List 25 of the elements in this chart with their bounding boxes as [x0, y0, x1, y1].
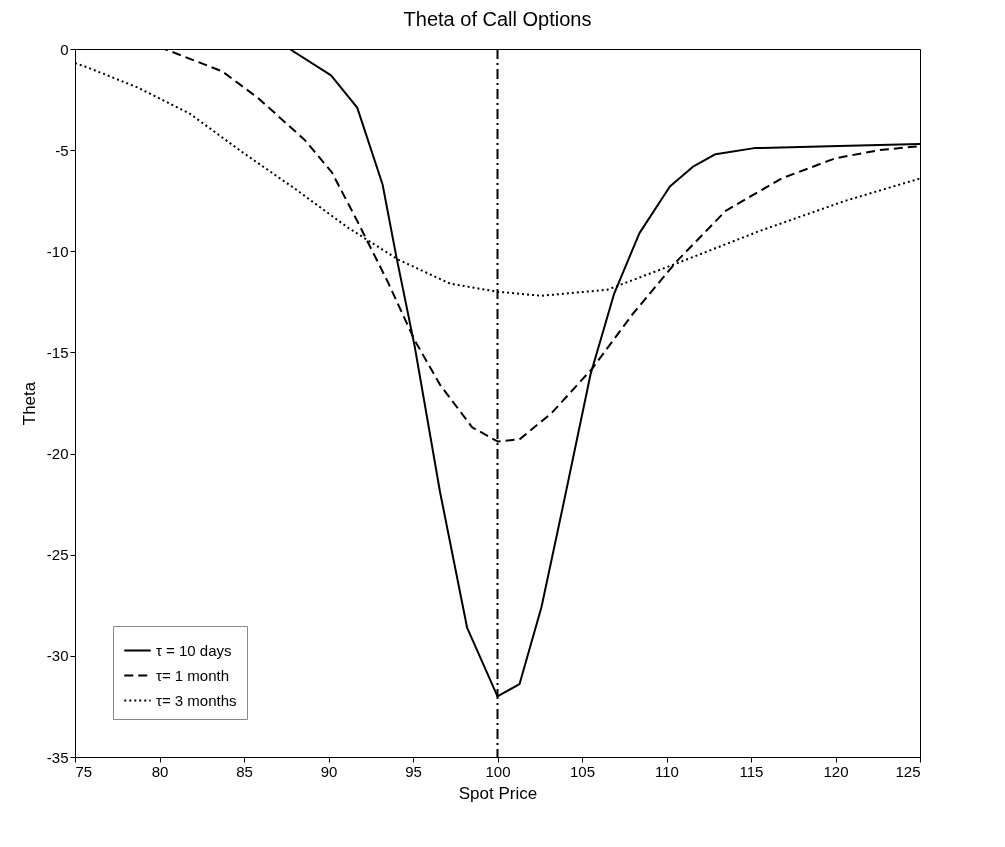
x-tick-label: 100	[485, 762, 511, 780]
x-axis-title: Spot Price	[458, 783, 538, 803]
chart-title: Theta of Call Options	[403, 8, 592, 30]
y-tick-label: -25	[46, 546, 69, 564]
y-tick-label: -5	[55, 141, 69, 159]
y-tick-label: -30	[46, 647, 69, 665]
legend-label: τ= 3 months	[156, 691, 237, 709]
x-tick-label: 80	[151, 762, 169, 780]
y-tick-label: -20	[46, 445, 69, 463]
x-tick-label: 125	[895, 762, 921, 780]
legend-label: τ= 1 month	[156, 666, 230, 684]
x-tick-label: 105	[569, 762, 596, 780]
x-tick-label: 120	[823, 762, 849, 780]
y-axis-title: Theta	[19, 381, 39, 426]
x-tick-label: 110	[655, 762, 679, 780]
x-tick-label: 95	[405, 762, 422, 780]
x-tick-label: 90	[320, 762, 338, 780]
y-tick-label: -15	[46, 343, 69, 361]
y-tick-label: -10	[46, 242, 69, 260]
x-tick-label: 75	[75, 762, 93, 780]
y-tick-label: -35	[46, 748, 69, 766]
x-tick-label: 115	[739, 762, 764, 780]
x-tick-label: 85	[236, 762, 253, 780]
legend-label: τ = 10 days	[156, 641, 232, 659]
y-tick-label: 0	[60, 40, 69, 58]
